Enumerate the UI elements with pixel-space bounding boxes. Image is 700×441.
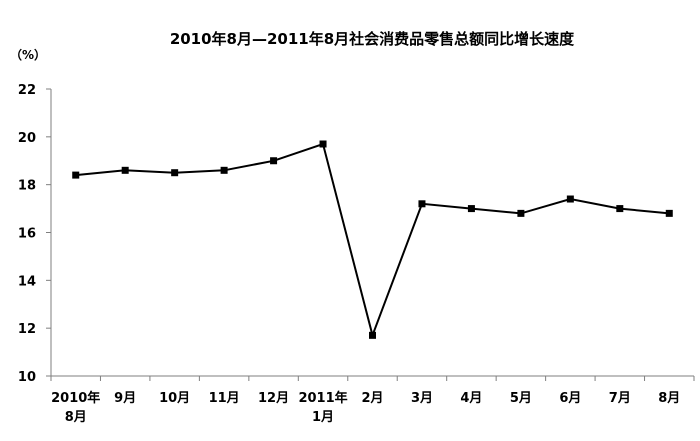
chart-title: 2010年8月—2011年8月社会消费品零售总额同比增长速度: [170, 30, 575, 48]
x-tick-label: 2010年 8月: [51, 390, 100, 425]
series-line: [75, 142, 670, 339]
data-point-marker: [171, 169, 179, 177]
x-tick-label-line: 9月: [114, 391, 136, 406]
x-tick-label: 8月: [658, 391, 680, 406]
x-tick-label-line: 12月: [258, 391, 289, 406]
x-tick-label: 4月: [460, 391, 482, 406]
data-point-marker: [270, 157, 278, 165]
x-tick-label: 2月: [361, 391, 383, 406]
x-tick-label-line: 4月: [460, 391, 482, 406]
x-tick-label: 2011年 1月: [298, 390, 347, 425]
x-tick-label-line: 7月: [609, 391, 631, 406]
x-tick-label-line: 2011年: [298, 390, 347, 406]
y-axis-ticks: 10 12 14 16 18 20 22: [18, 83, 51, 385]
x-tick-label: 6月: [559, 391, 581, 406]
x-tick-label-line: 11月: [209, 391, 240, 406]
y-tick-label: 14: [18, 274, 36, 289]
x-tick-label-line: 8月: [65, 410, 87, 425]
data-point-marker: [517, 209, 525, 217]
x-tick-label-line: 3月: [411, 391, 433, 406]
y-tick-label: 22: [18, 83, 36, 98]
data-point-marker: [418, 200, 426, 208]
y-tick-label: 16: [18, 227, 36, 242]
data-point-marker: [319, 140, 327, 148]
x-tick-label-line: 6月: [559, 391, 581, 406]
data-point-marker: [566, 195, 574, 203]
x-tick-label: 11月: [209, 391, 240, 406]
y-tick-label: 12: [18, 322, 36, 337]
x-tick-label: 7月: [609, 391, 631, 406]
data-point-marker: [121, 166, 129, 174]
y-tick-label: 10: [18, 370, 36, 385]
x-tick-label: 12月: [258, 391, 289, 406]
data-point-marker: [616, 205, 624, 213]
data-point-marker: [72, 171, 80, 179]
x-axis-ticks: 2010年 8月 9月 10月 11月 12月 2011年 1月 2月 3月 4月 5月 6月 7月 8月: [50, 376, 695, 425]
x-tick-label: 10月: [159, 391, 190, 406]
x-tick-label: 9月: [114, 391, 136, 406]
x-tick-label-line: 5月: [510, 391, 532, 406]
x-tick-label: 3月: [411, 391, 433, 406]
x-tick-label-line: 8月: [658, 391, 680, 406]
data-point-marker: [220, 166, 228, 174]
series-1: [72, 140, 673, 339]
x-tick-label-line: 10月: [159, 391, 190, 406]
data-point-marker: [665, 209, 673, 217]
data-point-marker: [369, 331, 376, 339]
y-tick-label: 18: [18, 179, 36, 194]
x-tick-label-line: 2010年: [51, 390, 100, 406]
x-tick-label: 5月: [510, 391, 532, 406]
y-axis-unit-label: （%）: [10, 47, 46, 62]
data-point-marker: [467, 205, 475, 213]
x-tick-label-line: 2月: [361, 391, 383, 406]
x-tick-label-line: 1月: [312, 410, 334, 425]
y-tick-label: 20: [18, 131, 36, 146]
